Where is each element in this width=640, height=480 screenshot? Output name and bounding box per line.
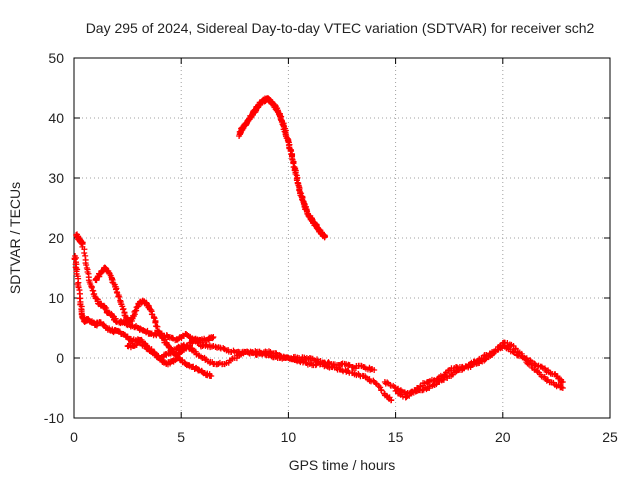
data-marker [496, 342, 503, 349]
data-marker [406, 392, 413, 399]
data-point [210, 334, 217, 340]
data-marker [76, 295, 83, 302]
y-tick-label: 50 [48, 50, 64, 66]
data-marker [378, 387, 385, 394]
data-point [109, 313, 116, 319]
data-marker [120, 305, 127, 312]
y-tick-label: 10 [48, 290, 64, 306]
y-tick-label: 30 [48, 170, 64, 186]
series-low-arc-f [392, 339, 566, 401]
y-tick-label: -10 [44, 410, 64, 426]
y-tick-label: 0 [56, 350, 64, 366]
data-marker [152, 319, 159, 326]
series-low-arc-d [124, 336, 215, 380]
series-low-arc-c [92, 264, 217, 359]
data-marker [372, 380, 379, 387]
data-marker [426, 383, 433, 390]
data-point [371, 367, 378, 373]
data-marker [440, 376, 447, 383]
series-low-arc-b [73, 231, 378, 373]
x-tick-label: 15 [388, 429, 404, 445]
chart-title: Day 295 of 2024, Sidereal Day-to-day VTE… [86, 20, 595, 36]
data-marker [83, 261, 90, 268]
data-marker [393, 387, 400, 394]
data-marker [384, 379, 391, 386]
data-point [321, 233, 328, 240]
data-marker [88, 284, 95, 291]
series-low-arc-a [71, 253, 395, 404]
x-tick-label: 5 [177, 429, 185, 445]
x-tick-label: 0 [70, 429, 78, 445]
series-low-arc-e [381, 343, 566, 397]
x-tick-label: 20 [495, 429, 511, 445]
grid-layer [74, 58, 610, 418]
data-marker [524, 360, 531, 367]
data-marker [423, 386, 430, 393]
x-tick-label: 10 [281, 429, 297, 445]
data-point [182, 361, 189, 367]
tick-layer: 0 5 10 15 20 25 -10 0 10 20 30 40 50 [44, 50, 618, 445]
data-marker [116, 293, 123, 300]
data-marker [230, 347, 237, 354]
data-point [403, 394, 410, 400]
x-tick-label: 25 [602, 429, 618, 445]
data-marker [558, 384, 565, 391]
y-tick-label: 40 [48, 110, 64, 126]
data-layer [71, 95, 566, 404]
x-axis-label: GPS time / hours [289, 457, 396, 473]
series-high-arc [236, 95, 329, 241]
data-marker [81, 249, 88, 256]
data-marker [229, 355, 236, 362]
y-axis-label: SDTVAR / TECUs [7, 182, 23, 294]
data-point [559, 385, 566, 391]
y-tick-label: 20 [48, 230, 64, 246]
data-point [208, 373, 215, 379]
data-marker [71, 256, 78, 263]
data-point [559, 379, 566, 385]
data-point [388, 397, 395, 403]
data-marker [277, 352, 284, 359]
